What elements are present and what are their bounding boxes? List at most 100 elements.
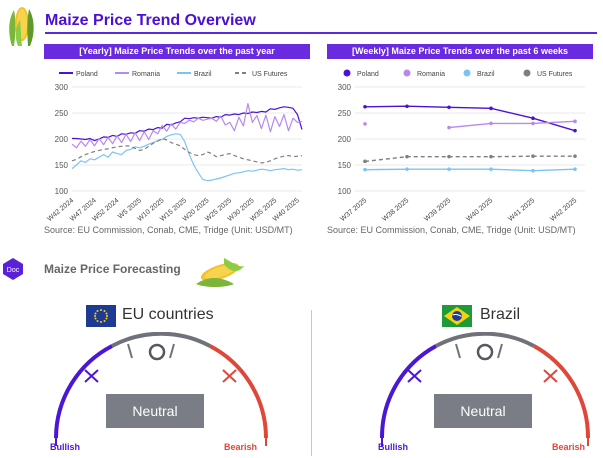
gauge-needle-marker [476,343,494,361]
title-underline [45,32,597,34]
forecast-title: Maize Price Forecasting [44,262,181,276]
x-tick-label: W39 2025 [423,197,452,223]
yearly-source-note: Source: EU Commission, Conab, CME, Tridg… [44,225,293,235]
legend-label: Brazil [477,71,495,78]
legend-label: US Futures [252,71,288,78]
region-divider [311,310,312,456]
data-point-brazil [363,167,367,172]
series-line-poland [364,105,576,132]
eu-bullish-label: Bullish [50,442,81,452]
eu-bearish-label: Bearish [224,442,258,452]
region-brazil: Brazil Neutral Bullish Bearish [370,304,600,458]
doc-badge-label: Doc [7,267,20,274]
legend-marker [403,69,411,77]
gauge-bearish-arc [533,344,591,439]
legend-label: US Futures [537,71,573,78]
gauge-neutral-arc [435,332,535,348]
eu-verdict-badge: Neutral [106,394,204,428]
data-point-poland [573,128,577,133]
y-tick-label: 200 [338,135,352,144]
legend-label: Brazil [194,71,212,78]
legend-label: Poland [76,71,98,78]
legend-label: Poland [357,71,379,78]
yearly-chart-title: [Yearly] Maize Price Trends over the pas… [44,44,310,59]
yearly-chart: [Yearly] Maize Price Trends over the pas… [44,44,310,231]
x-tick-label: W38 2025 [381,197,410,223]
region-brazil-header: Brazil [442,304,592,330]
legend-marker [523,69,531,77]
data-point-romania [573,119,577,124]
y-tick-label: 300 [55,83,69,92]
eu-flag-icon [86,305,116,327]
data-point-romania [531,121,535,126]
region-eu-header: EU countries [86,304,286,330]
series-line-poland [72,106,303,142]
data-point-us-futures [531,154,535,158]
gauge-bullish-arc [54,344,113,439]
brazil-bullish-label: Bullish [378,442,409,452]
x-tick-label: W41 2025 [507,197,536,223]
brazil-bearish-label: Bearish [552,442,586,452]
data-point-romania [447,125,451,130]
data-point-poland [447,105,451,110]
series-line-us-futures [364,155,575,163]
series-line-us-futures [71,137,303,164]
corn-cob-icon [196,258,244,287]
y-tick-label: 300 [338,83,352,92]
data-point-us-futures [447,154,451,159]
data-point-romania [363,122,367,126]
x-tick-label: W37 2025 [339,197,368,223]
page-title: Maize Price Trend Overview [45,12,256,29]
yearly-chart-plot: Poland Romania Brazil US Futures 100 150 200 25… [46,71,303,223]
y-tick-label: 100 [338,187,352,196]
legend-marker [463,69,471,77]
weekly-source-note: Source: EU Commission, Conab, CME, Tridg… [327,225,576,235]
data-point-brazil [531,168,535,173]
y-tick-label: 250 [338,109,352,118]
data-point-us-futures [573,154,577,158]
data-point-poland [489,106,493,111]
region-brazil-name: Brazil [480,306,521,323]
data-point-poland [405,104,409,109]
brazil-sentiment-gauge [379,332,591,446]
weekly-chart-title: [Weekly] Maize Price Trends over the pas… [327,44,593,59]
brazil-flag-icon [442,305,472,327]
y-tick-label: 150 [55,161,69,170]
doc-badge-icon: Doc [3,258,23,280]
series-line-brazil [364,168,576,172]
legend-marker [343,69,351,77]
data-point-brazil [405,167,409,171]
y-tick-label: 200 [55,135,69,144]
eu-sentiment-gauge [54,332,268,446]
data-point-brazil [489,167,493,171]
header: Maize Price Trend Overview [0,0,603,46]
data-point-brazil [573,167,577,171]
brazil-verdict-badge: Neutral [434,394,532,428]
x-tick-label: W40 2025 [465,197,494,223]
corn-logo-icon [9,7,34,46]
data-point-brazil [447,167,451,171]
weekly-chart-plot: Poland Romania Brazil US Futures 100 150 200 25… [338,69,585,223]
y-tick-label: 150 [338,161,352,170]
legend-label: Romania [417,71,445,78]
data-point-us-futures [489,154,493,159]
gauge-bullish-arc [379,344,437,439]
gauge-bearish-arc [209,344,268,439]
region-eu: EU countries Neutral Bullish Bearish [40,304,302,458]
data-point-romania [489,121,493,126]
gauge-neutral-arc [111,332,211,348]
data-point-us-futures [363,159,367,164]
gauge-needle-marker [148,343,166,361]
series-line-brazil [71,133,303,182]
legend-label: Romania [132,71,160,78]
weekly-chart: [Weekly] Maize Price Trends over the pas… [327,44,593,231]
series-line-romania [448,120,576,129]
series-line-romania [71,103,303,149]
y-tick-label: 100 [55,187,69,196]
x-tick-label: W42 2025 [549,197,578,223]
data-point-poland [531,116,535,120]
region-eu-name: EU countries [122,306,214,323]
data-point-us-futures [405,154,409,159]
y-tick-label: 250 [55,109,69,118]
data-point-poland [363,104,367,109]
